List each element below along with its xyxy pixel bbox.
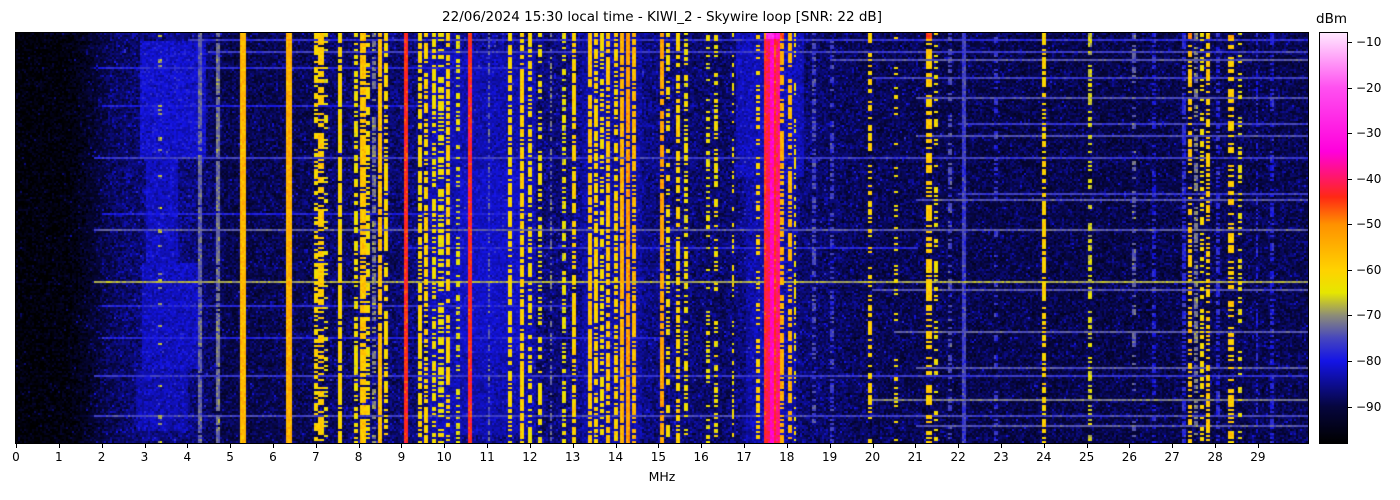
x-tick-label: 0 [12, 450, 20, 464]
x-tick-label: 14 [607, 450, 624, 464]
x-tick-label: 22 [950, 450, 966, 464]
x-tick-label: 3 [140, 450, 149, 464]
x-tick-mark [16, 444, 17, 448]
colorbar-tick-mark [1348, 224, 1352, 226]
colorbar-gradient [1320, 33, 1347, 443]
colorbar-tick-label: −40 [1356, 171, 1382, 186]
x-tick-label: 16 [693, 450, 709, 464]
spectrogram-canvas [16, 33, 1308, 443]
x-tick-label: 29 [1250, 450, 1266, 464]
x-tick-label: 6 [269, 450, 277, 464]
colorbar-tick-label: −90 [1356, 399, 1382, 414]
x-tick-mark [915, 444, 917, 448]
x-tick-mark [58, 444, 60, 448]
x-tick-label: 9 [397, 450, 406, 464]
x-tick-label: 24 [1036, 450, 1052, 464]
x-tick-mark [658, 444, 660, 448]
x-tick-label: 15 [650, 450, 667, 464]
colorbar-tick-label: −80 [1356, 354, 1382, 368]
colorbar-tick-label: −60 [1356, 262, 1382, 277]
x-tick-label: 13 [565, 450, 581, 464]
x-tick-mark [444, 444, 446, 448]
x-tick-mark [615, 444, 617, 448]
x-tick-mark [101, 444, 103, 448]
x-tick-mark [187, 444, 189, 448]
x-tick-mark [958, 444, 960, 448]
x-tick-label: 12 [522, 450, 538, 464]
x-tick-mark [230, 444, 232, 448]
x-tick-mark [1129, 444, 1131, 448]
x-tick-label: 5 [226, 450, 234, 464]
x-tick-label: 1 [54, 450, 63, 464]
x-tick-mark [1172, 444, 1174, 448]
colorbar-tick-mark [1348, 133, 1352, 135]
colorbar-tick-label: −70 [1356, 308, 1382, 323]
x-tick-mark [401, 444, 403, 448]
x-tick-mark [1086, 444, 1088, 448]
colorbar-tick-mark [1348, 87, 1352, 89]
colorbar-label: dBm [1316, 11, 1347, 27]
x-tick-label: 8 [354, 450, 363, 464]
x-tick-mark [487, 444, 489, 448]
x-tick-mark [358, 444, 360, 448]
x-tick-mark [1215, 444, 1217, 448]
x-tick-label: 7 [311, 450, 320, 464]
x-tick-label: 28 [1207, 450, 1223, 464]
x-tick-label: 18 [779, 450, 795, 464]
colorbar-tick-mark [1348, 269, 1352, 271]
x-tick-mark [572, 444, 574, 448]
x-tick-mark [701, 444, 703, 448]
x-tick-label: 2 [97, 450, 106, 464]
x-tick-mark [315, 444, 317, 448]
chart-title: 22/06/2024 15:30 local time - KIWI_2 - S… [442, 9, 882, 25]
x-tick-mark [144, 444, 146, 448]
colorbar [1319, 32, 1348, 444]
x-tick-mark [272, 444, 274, 448]
x-axis-label: MHz [648, 469, 676, 484]
colorbar-tick-label: −20 [1356, 80, 1382, 95]
x-tick-mark [829, 444, 831, 448]
x-tick-mark [786, 444, 788, 448]
x-tick-mark [1257, 444, 1259, 448]
colorbar-tick-mark [1348, 406, 1352, 408]
x-tick-label: 26 [1121, 450, 1138, 464]
x-tick-label: 20 [864, 450, 881, 464]
x-tick-mark [1043, 444, 1045, 448]
colorbar-tick-label: −10 [1356, 35, 1382, 50]
x-tick-mark [744, 444, 745, 448]
x-tick-label: 19 [822, 450, 838, 464]
x-tick-label: 21 [907, 450, 923, 464]
x-tick-label: 17 [736, 450, 752, 464]
x-tick-label: 10 [436, 450, 452, 464]
colorbar-ticks: −10 −20 −30 −40 −50 −60 −70 −80 −90 [1347, 33, 1397, 443]
colorbar-tick-label: −50 [1356, 217, 1382, 232]
x-tick-mark [872, 444, 874, 448]
colorbar-tick-mark [1348, 42, 1352, 44]
x-tick-mark [529, 444, 531, 448]
colorbar-tick-label: −30 [1356, 126, 1382, 141]
x-tick-label: 25 [1078, 450, 1095, 464]
x-tick-label: 27 [1164, 450, 1180, 464]
colorbar-tick-mark [1348, 178, 1352, 180]
x-tick-mark [1001, 444, 1002, 448]
x-tick-label: 4 [183, 450, 192, 464]
colorbar-tick-mark [1348, 315, 1352, 317]
colorbar-tick-mark [1348, 361, 1352, 362]
x-tick-label: 11 [479, 450, 495, 464]
plot-area [15, 32, 1309, 444]
x-tick-label: 23 [993, 450, 1009, 464]
